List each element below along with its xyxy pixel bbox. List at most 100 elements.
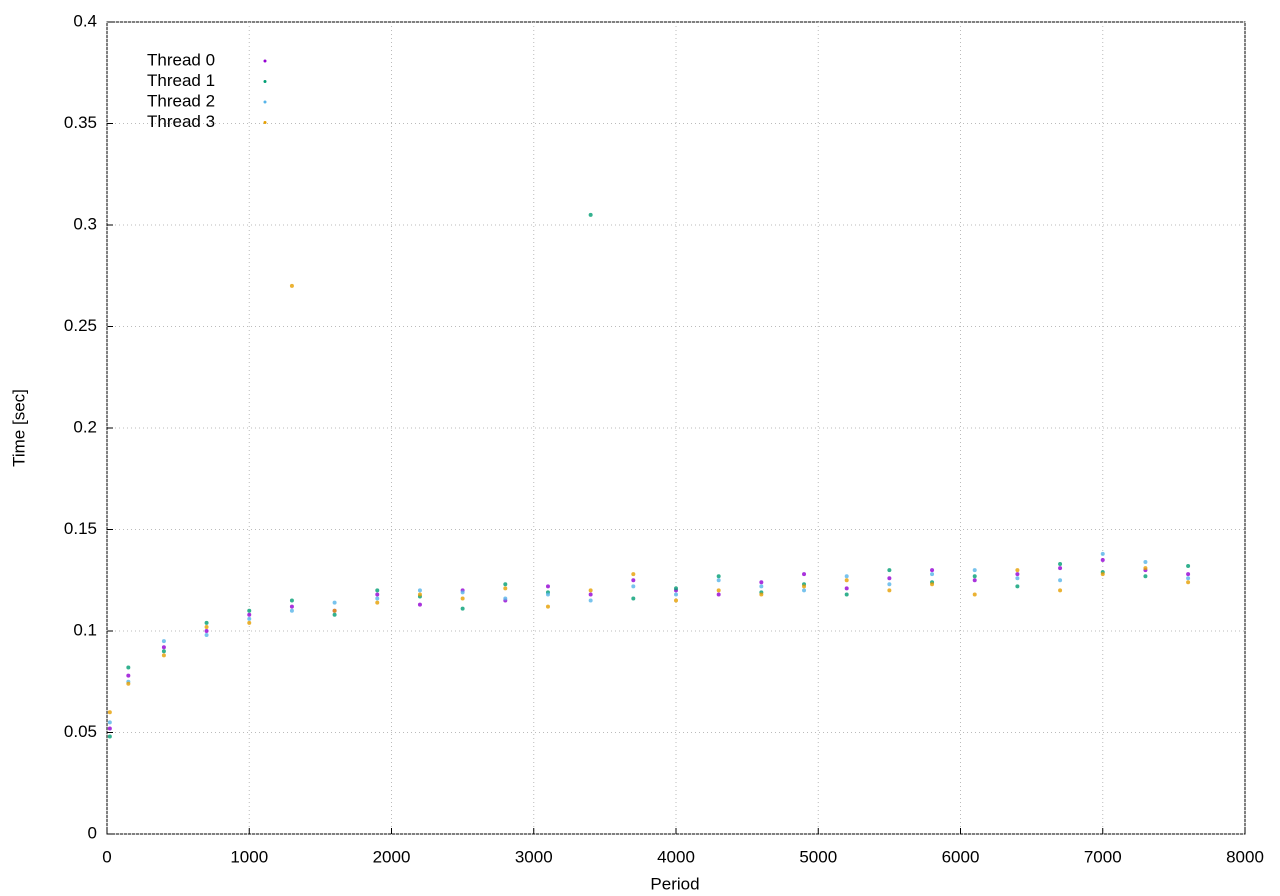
y-tick-label: 0.3 bbox=[73, 214, 97, 233]
point bbox=[289, 604, 294, 609]
point bbox=[972, 568, 977, 573]
legend-marker bbox=[263, 59, 267, 63]
point bbox=[1186, 580, 1191, 585]
point bbox=[588, 592, 593, 597]
point bbox=[802, 588, 807, 593]
point bbox=[332, 612, 337, 617]
point bbox=[289, 283, 294, 288]
point bbox=[503, 596, 508, 601]
point bbox=[759, 580, 764, 585]
point bbox=[631, 596, 636, 601]
y-tick-label: 0.35 bbox=[64, 113, 97, 132]
point bbox=[588, 212, 593, 217]
point bbox=[631, 584, 636, 589]
point bbox=[1058, 562, 1063, 567]
x-tick-label: 0 bbox=[102, 847, 111, 866]
y-tick-label: 0 bbox=[88, 823, 97, 842]
point bbox=[972, 578, 977, 583]
point bbox=[417, 602, 422, 607]
point bbox=[1143, 574, 1148, 579]
point bbox=[126, 673, 131, 678]
point bbox=[631, 578, 636, 583]
y-tick-label: 0.05 bbox=[64, 722, 97, 741]
point bbox=[1186, 576, 1191, 581]
point bbox=[716, 578, 721, 583]
point bbox=[460, 590, 465, 595]
legend-label: Thread 0 bbox=[147, 50, 215, 69]
point bbox=[1186, 572, 1191, 577]
point bbox=[375, 592, 380, 597]
point bbox=[107, 734, 112, 739]
point bbox=[674, 586, 678, 591]
point bbox=[716, 588, 721, 593]
x-tick-label: 7000 bbox=[1084, 847, 1122, 866]
y-tick-label: 0.15 bbox=[64, 519, 97, 538]
x-tick-label: 1000 bbox=[230, 847, 268, 866]
x-tick-label: 2000 bbox=[373, 847, 411, 866]
point bbox=[204, 624, 209, 629]
point bbox=[161, 639, 166, 644]
point bbox=[844, 586, 849, 591]
point bbox=[631, 572, 636, 577]
x-tick-label: 5000 bbox=[799, 847, 837, 866]
point bbox=[1058, 578, 1063, 583]
point bbox=[674, 592, 678, 597]
point bbox=[107, 720, 112, 725]
point bbox=[545, 604, 550, 609]
point bbox=[460, 606, 465, 611]
point bbox=[503, 582, 508, 587]
point bbox=[887, 582, 892, 587]
legend-marker bbox=[263, 80, 267, 83]
point bbox=[844, 592, 849, 597]
y-tick-label: 0.2 bbox=[73, 417, 97, 436]
point bbox=[1015, 572, 1020, 577]
point bbox=[887, 568, 892, 573]
point bbox=[844, 574, 849, 579]
point bbox=[930, 568, 935, 573]
point bbox=[972, 592, 977, 597]
point bbox=[716, 592, 721, 597]
legend-label: Thread 2 bbox=[147, 91, 215, 110]
point bbox=[1015, 568, 1020, 573]
point bbox=[1100, 551, 1105, 556]
point bbox=[759, 592, 764, 597]
point bbox=[161, 653, 166, 658]
point bbox=[332, 600, 337, 605]
y-tick-label: 0.4 bbox=[73, 11, 97, 30]
point bbox=[844, 578, 849, 583]
point bbox=[107, 710, 112, 715]
point bbox=[247, 616, 252, 621]
point bbox=[930, 572, 935, 577]
point bbox=[417, 588, 422, 593]
point bbox=[1100, 557, 1105, 562]
y-axis-label: Time [sec] bbox=[9, 389, 28, 467]
point bbox=[126, 681, 131, 686]
point bbox=[545, 584, 550, 589]
point bbox=[759, 584, 764, 589]
point bbox=[802, 584, 807, 589]
point bbox=[887, 588, 892, 593]
point bbox=[204, 633, 209, 638]
point bbox=[588, 598, 593, 603]
point bbox=[1015, 576, 1020, 581]
point bbox=[204, 629, 209, 633]
point bbox=[417, 592, 422, 597]
point bbox=[1143, 559, 1148, 564]
point bbox=[1015, 584, 1020, 589]
point bbox=[1058, 588, 1063, 593]
point bbox=[887, 576, 892, 581]
point bbox=[247, 608, 252, 613]
point bbox=[247, 620, 252, 625]
point bbox=[545, 592, 550, 597]
point bbox=[503, 586, 508, 591]
point bbox=[161, 645, 166, 650]
point bbox=[1058, 566, 1063, 571]
x-axis-label: Period bbox=[650, 874, 699, 893]
x-tick-label: 6000 bbox=[942, 847, 980, 866]
point bbox=[375, 588, 380, 593]
legend-label: Thread 1 bbox=[147, 71, 215, 90]
point bbox=[716, 574, 721, 579]
point bbox=[802, 572, 807, 577]
y-tick-label: 0.25 bbox=[64, 316, 97, 335]
